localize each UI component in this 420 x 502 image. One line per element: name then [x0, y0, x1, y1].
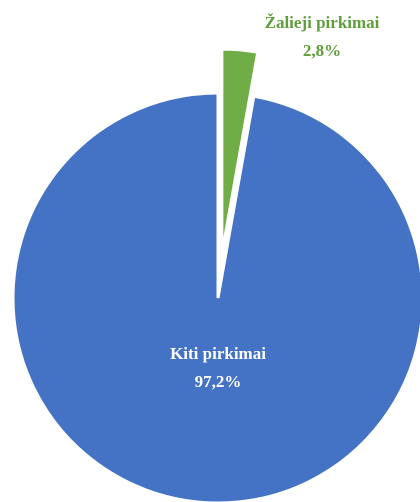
pie-slice: [11, 91, 420, 502]
slice-value-label: 2,8%: [303, 41, 341, 60]
pie-slice: [220, 47, 260, 255]
slice-label: Žalieji pirkimai: [265, 13, 380, 32]
slice-value-label: 97,2%: [195, 372, 242, 391]
slice-label: Kiti pirkimai: [170, 344, 266, 363]
